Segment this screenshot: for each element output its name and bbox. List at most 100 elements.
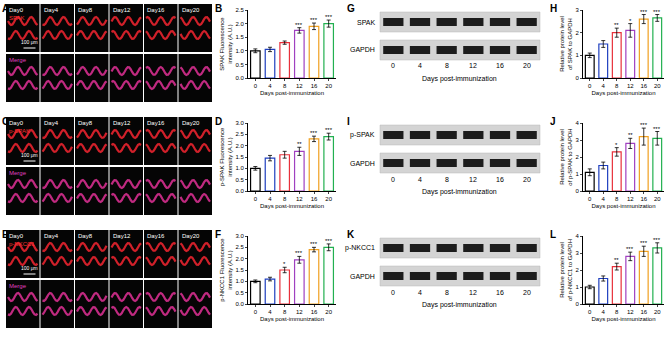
svg-text:0.5: 0.5 (235, 62, 244, 68)
svg-text:8: 8 (283, 83, 287, 89)
svg-text:***: *** (310, 130, 318, 136)
svg-text:16: 16 (640, 309, 647, 315)
svg-text:J: J (550, 116, 556, 127)
svg-text:Day12: Day12 (113, 120, 131, 126)
svg-text:Relative protein levelof p-SPA: Relative protein levelof p-SPAK to GAPDH (559, 128, 573, 185)
svg-text:12: 12 (296, 196, 303, 202)
svg-text:A: A (2, 3, 9, 14)
svg-text:Days post-immunization: Days post-immunization (260, 203, 324, 209)
svg-text:16: 16 (640, 83, 647, 89)
svg-text:16: 16 (640, 196, 647, 202)
svg-text:3.0: 3.0 (235, 233, 244, 239)
svg-text:4: 4 (575, 233, 579, 239)
svg-text:1.5: 1.5 (235, 267, 244, 273)
svg-text:***: *** (640, 9, 648, 15)
svg-text:1: 1 (575, 52, 579, 58)
svg-text:**: ** (297, 141, 302, 147)
svg-text:16: 16 (311, 196, 318, 202)
svg-text:Day0: Day0 (9, 7, 24, 13)
svg-text:I: I (347, 116, 350, 127)
svg-text:Day8: Day8 (78, 120, 93, 126)
svg-text:***: *** (295, 22, 303, 28)
svg-text:1.0: 1.0 (235, 48, 244, 54)
svg-text:p-SPAK Fluorescenceintensity (: p-SPAK Fluorescenceintensity (A.U.) (219, 127, 233, 186)
svg-text:GAPDH: GAPDH (350, 273, 375, 280)
svg-text:p-NKCC1: p-NKCC1 (9, 241, 35, 247)
svg-text:***: *** (310, 241, 318, 247)
svg-text:SPAK: SPAK (357, 19, 375, 26)
svg-text:20: 20 (523, 62, 531, 69)
svg-text:Day12: Day12 (113, 7, 131, 13)
svg-text:E: E (2, 229, 9, 240)
svg-text:*: * (615, 142, 618, 148)
svg-text:100 μm: 100 μm (21, 152, 38, 158)
svg-text:0: 0 (575, 301, 579, 307)
svg-text:SPAK Fluorescenceintensity (A.: SPAK Fluorescenceintensity (A.U.) (219, 17, 233, 71)
svg-text:Day16: Day16 (147, 233, 165, 239)
svg-text:***: *** (653, 126, 661, 132)
svg-text:1.0: 1.0 (235, 278, 244, 284)
svg-text:Day4: Day4 (44, 233, 59, 239)
svg-text:0.5: 0.5 (235, 290, 244, 296)
svg-text:12: 12 (469, 176, 477, 183)
svg-text:0.0: 0.0 (235, 75, 244, 81)
svg-text:0: 0 (254, 196, 258, 202)
svg-text:***: *** (325, 238, 333, 244)
svg-text:20: 20 (325, 309, 332, 315)
svg-text:Day8: Day8 (78, 233, 93, 239)
svg-text:16: 16 (311, 309, 318, 315)
svg-text:16: 16 (311, 83, 318, 89)
svg-text:Day16: Day16 (147, 7, 165, 13)
svg-text:16: 16 (496, 176, 504, 183)
svg-text:GAPDH: GAPDH (350, 46, 375, 53)
svg-text:p-NKCC1: p-NKCC1 (345, 244, 375, 252)
svg-text:4: 4 (268, 196, 272, 202)
svg-text:4: 4 (418, 176, 422, 183)
svg-text:8: 8 (615, 83, 619, 89)
svg-text:100 μm: 100 μm (21, 39, 38, 45)
svg-text:B: B (215, 3, 222, 14)
svg-text:Day4: Day4 (44, 120, 59, 126)
svg-text:4: 4 (418, 289, 422, 296)
svg-text:100 μm: 100 μm (21, 265, 38, 271)
svg-text:Days post-immunization: Days post-immunization (591, 203, 655, 209)
svg-text:GAPDH: GAPDH (350, 160, 375, 167)
svg-text:12: 12 (627, 309, 634, 315)
svg-text:Merge: Merge (9, 170, 27, 176)
svg-text:2.5: 2.5 (235, 131, 244, 137)
svg-text:3: 3 (575, 137, 579, 143)
svg-text:4: 4 (268, 309, 272, 315)
svg-text:0.0: 0.0 (235, 301, 244, 307)
svg-text:12: 12 (627, 83, 634, 89)
svg-text:0: 0 (575, 188, 579, 194)
svg-text:0: 0 (588, 309, 592, 315)
svg-text:2: 2 (575, 30, 579, 36)
svg-text:Day20: Day20 (182, 7, 200, 13)
svg-text:***: *** (325, 14, 333, 20)
svg-text:Days post-immunization: Days post-immunization (422, 75, 497, 83)
svg-text:p-SPAK: p-SPAK (9, 128, 30, 134)
svg-text:1.5: 1.5 (235, 34, 244, 40)
svg-text:20: 20 (325, 196, 332, 202)
svg-text:***: *** (325, 127, 333, 133)
svg-text:Relative protein levelof SPAK: Relative protein levelof SPAK to GAPDH (559, 16, 573, 72)
svg-text:12: 12 (469, 289, 477, 296)
svg-text:***: *** (653, 9, 661, 15)
svg-text:20: 20 (654, 83, 661, 89)
svg-text:2: 2 (575, 267, 579, 273)
svg-text:8: 8 (445, 289, 449, 296)
svg-text:4: 4 (602, 196, 606, 202)
svg-text:0: 0 (575, 75, 579, 81)
svg-text:Days post-immunization: Days post-immunization (422, 301, 497, 309)
svg-text:Days post-immunization: Days post-immunization (260, 90, 324, 96)
svg-text:Day4: Day4 (44, 7, 59, 13)
svg-text:K: K (347, 229, 355, 240)
svg-text:1.5: 1.5 (235, 154, 244, 160)
svg-text:3: 3 (575, 7, 579, 13)
svg-text:***: *** (640, 122, 648, 128)
svg-text:20: 20 (654, 196, 661, 202)
svg-text:***: *** (626, 246, 634, 252)
svg-text:8: 8 (615, 196, 619, 202)
svg-text:4: 4 (602, 309, 606, 315)
svg-text:0: 0 (391, 176, 395, 183)
